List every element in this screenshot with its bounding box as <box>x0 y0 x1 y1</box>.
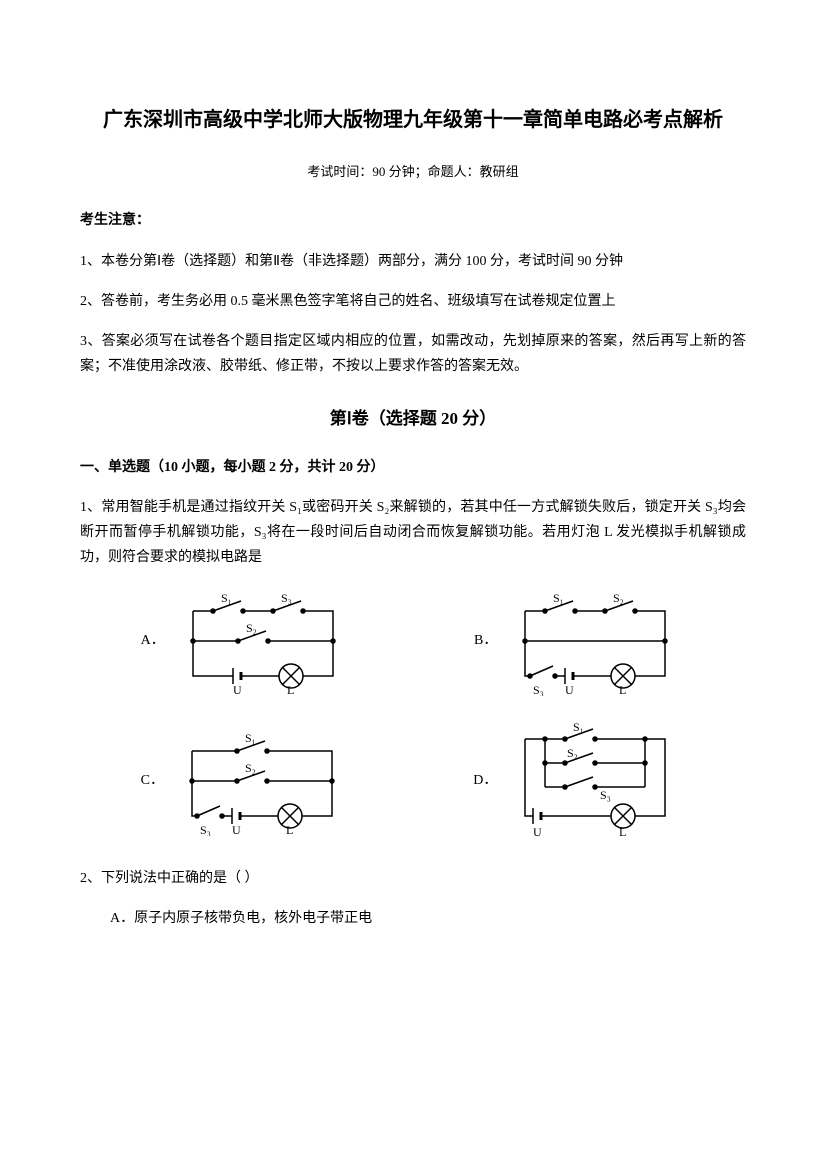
svg-text:S₃: S₃ <box>600 788 611 802</box>
svg-text:U: U <box>533 825 542 839</box>
options-row-1: A． <box>80 586 746 696</box>
options-row-2: C． <box>80 721 746 841</box>
svg-text:L: L <box>619 683 626 696</box>
svg-text:S₃: S₃ <box>533 683 544 696</box>
page-title: 广东深圳市高级中学北师大版物理九年级第十一章简单电路必考点解析 <box>80 100 746 140</box>
svg-text:L: L <box>619 825 626 839</box>
notice-header: 考生注意： <box>80 208 746 233</box>
section-header: 第Ⅰ卷（选择题 20 分） <box>80 404 746 435</box>
option-c: C． <box>141 726 352 836</box>
svg-text:L: L <box>287 683 294 696</box>
notice-item-3: 3、答案必须写在试卷各个题目指定区域内相应的位置，如需改动，先划掉原来的答案，然… <box>80 329 746 379</box>
svg-text:S₃: S₃ <box>200 823 211 836</box>
svg-text:S₂: S₂ <box>246 621 257 635</box>
question-2-text: 2、下列说法中正确的是（ ） <box>80 866 746 891</box>
option-b: B． <box>474 586 685 696</box>
svg-text:S₁: S₁ <box>573 721 584 734</box>
option-a: A． <box>141 586 353 696</box>
svg-text:S₁: S₁ <box>245 731 256 745</box>
option-b-label: B． <box>474 628 497 653</box>
circuit-d: S₁ S₂ S₃ U L <box>505 721 685 841</box>
option-d-label: D． <box>473 768 497 793</box>
question-2-option-a: A．原子内原子核带负电，核外电子带正电 <box>110 906 746 931</box>
notice-item-1: 1、本卷分第Ⅰ卷（选择题）和第Ⅱ卷（非选择题）两部分，满分 100 分，考试时间… <box>80 249 746 274</box>
svg-text:U: U <box>233 683 242 696</box>
svg-text:S₁: S₁ <box>553 591 564 605</box>
svg-text:U: U <box>565 683 574 696</box>
svg-text:S₂: S₂ <box>613 591 624 605</box>
svg-text:S₁: S₁ <box>221 591 232 605</box>
svg-text:S₃: S₃ <box>281 591 292 605</box>
option-a-label: A． <box>141 628 165 653</box>
svg-text:S₂: S₂ <box>567 746 578 760</box>
svg-text:U: U <box>232 823 241 836</box>
question-1-text: 1、常用智能手机是通过指纹开关 S₁或密码开关 S₂来解锁的，若其中任一方式解锁… <box>80 495 746 571</box>
notice-item-2: 2、答卷前，考生务必用 0.5 毫米黑色签字笔将自己的姓名、班级填写在试卷规定位… <box>80 289 746 314</box>
part-header: 一、单选题（10 小题，每小题 2 分，共计 20 分） <box>80 455 746 480</box>
svg-text:S₂: S₂ <box>245 761 256 775</box>
circuit-a: S₁ S₃ S₂ U L <box>173 586 353 696</box>
option-c-label: C． <box>141 768 164 793</box>
circuit-b: S₁ S₂ S₃ U L <box>505 586 685 696</box>
svg-text:L: L <box>286 823 293 836</box>
page-subtitle: 考试时间：90 分钟；命题人：教研组 <box>80 160 746 183</box>
circuit-c: S₁ S₂ S₃ U L <box>172 726 352 836</box>
option-d: D． <box>473 721 685 841</box>
